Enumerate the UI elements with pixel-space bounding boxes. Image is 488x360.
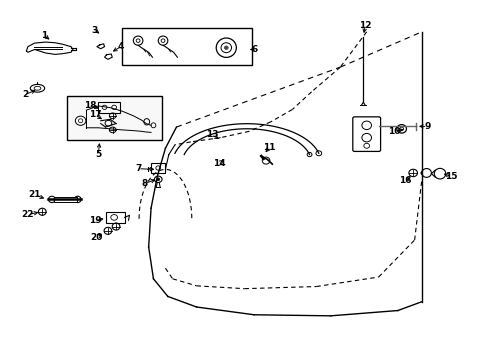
- Text: 5: 5: [95, 150, 101, 159]
- Ellipse shape: [157, 178, 160, 181]
- Text: 16: 16: [398, 176, 410, 185]
- Text: 9: 9: [424, 122, 430, 131]
- Text: 10: 10: [387, 127, 399, 136]
- Text: 17: 17: [88, 110, 101, 119]
- Text: 15: 15: [445, 172, 457, 181]
- Bar: [105, 212, 124, 223]
- Text: 1: 1: [41, 31, 47, 40]
- Text: 4: 4: [118, 42, 124, 51]
- Ellipse shape: [224, 46, 228, 49]
- Bar: [67, 96, 162, 140]
- Text: 19: 19: [88, 216, 101, 225]
- Text: 11: 11: [263, 143, 275, 152]
- Text: 21: 21: [28, 190, 41, 199]
- Text: 7: 7: [135, 164, 141, 173]
- Bar: [122, 28, 251, 65]
- Bar: [151, 163, 165, 173]
- Text: 12: 12: [358, 21, 371, 30]
- FancyBboxPatch shape: [352, 117, 380, 152]
- Bar: [54, 197, 77, 202]
- Text: 20: 20: [91, 233, 103, 242]
- Text: 6: 6: [251, 45, 258, 54]
- Text: 8: 8: [142, 179, 148, 188]
- Bar: [98, 102, 120, 113]
- Text: 22: 22: [21, 210, 34, 219]
- Text: 2: 2: [22, 90, 28, 99]
- Text: 14: 14: [213, 158, 225, 167]
- Text: 3: 3: [92, 26, 98, 35]
- Text: 18: 18: [84, 101, 96, 110]
- Text: 13: 13: [205, 130, 218, 139]
